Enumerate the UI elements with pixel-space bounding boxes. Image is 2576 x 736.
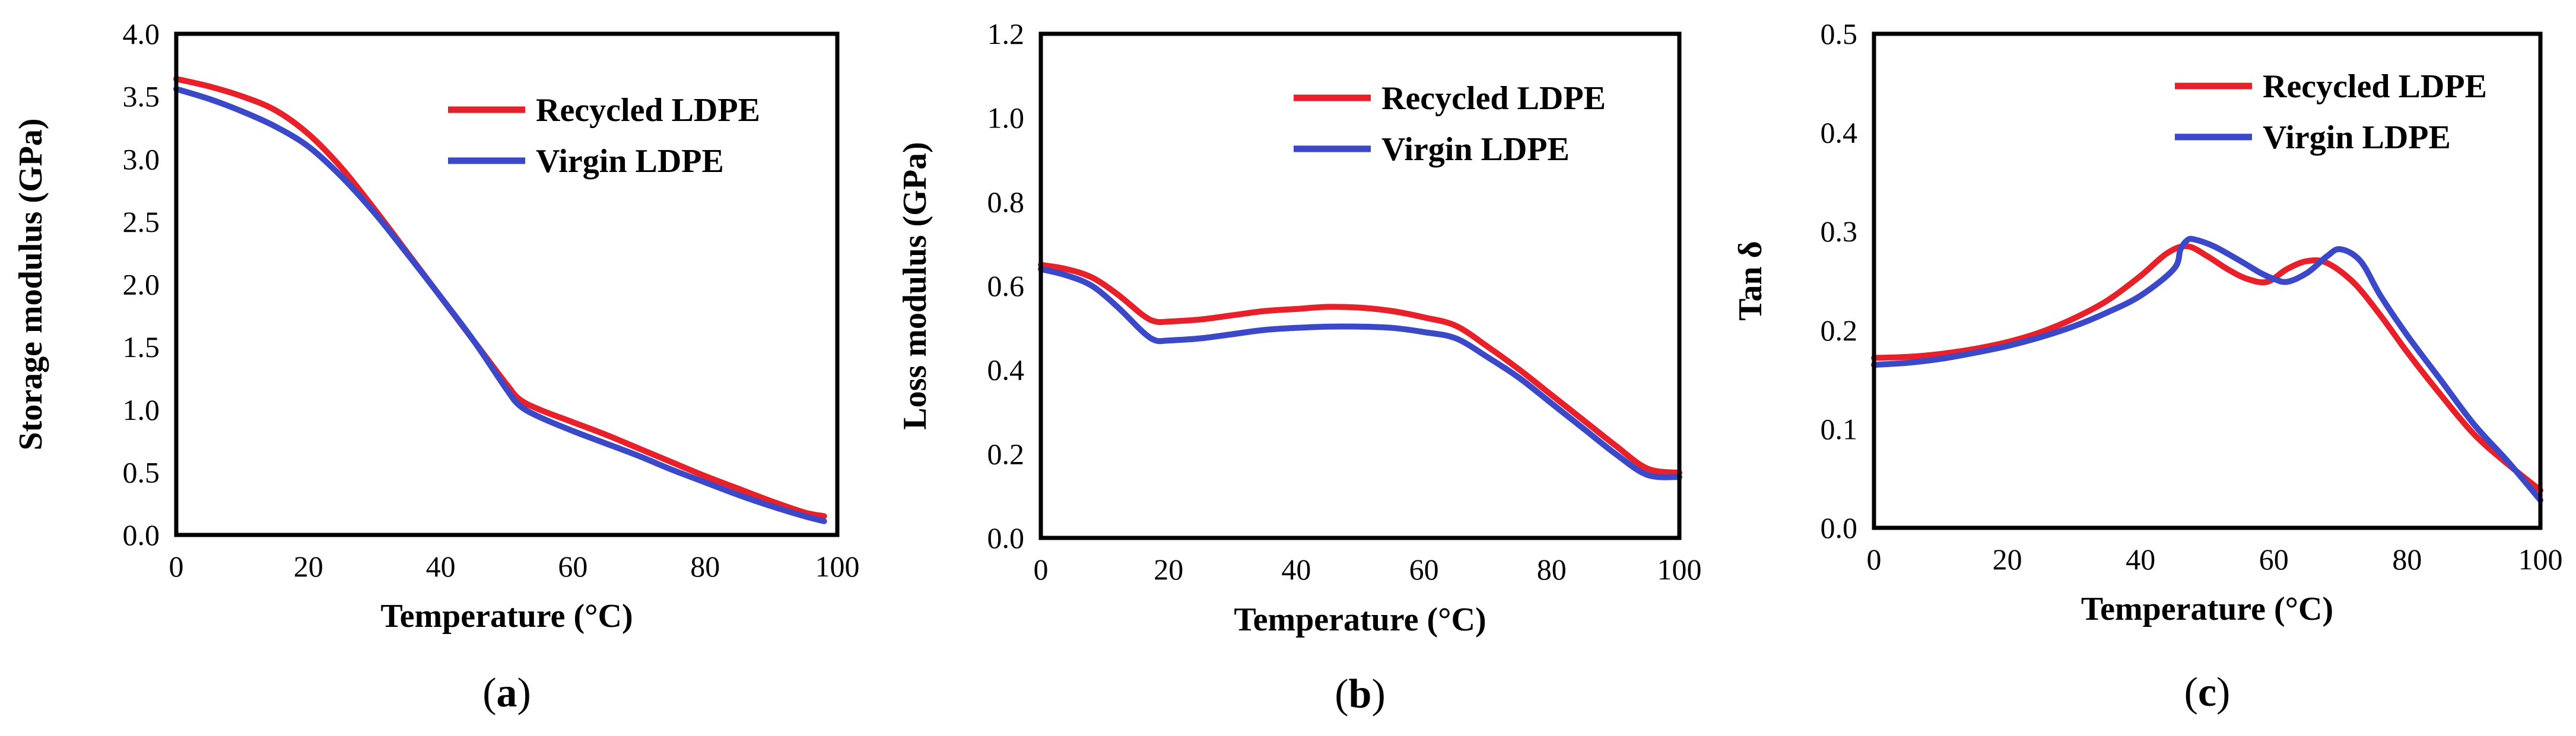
y-tick-label: 1.0: [987, 101, 1025, 135]
y-tick-label: 1.0: [123, 393, 160, 426]
y-tick-label: 2.0: [123, 268, 160, 301]
panel-letter: a: [497, 670, 517, 716]
y-tick-label: 0.1: [1821, 412, 1858, 445]
x-tick-labels: 0 20 40 60 80 100: [169, 550, 860, 583]
legend-label-recycled: Recycled LDPE: [1381, 80, 1606, 117]
x-tick-label: 40: [1281, 553, 1311, 586]
x-axis-label: Temperature (°C): [380, 598, 633, 635]
series-line-virgin-ldpe: [1871, 235, 2543, 504]
series-line-recycled-ldpe: [173, 76, 827, 520]
x-tick-label: 60: [2259, 543, 2289, 576]
panel-label: (c): [2184, 670, 2231, 715]
x-tick-label: 40: [2126, 543, 2155, 576]
y-tick-label: 0.0: [1821, 511, 1858, 544]
x-tick-label: 20: [1154, 553, 1183, 586]
legend-label-virgin: Virgin LDPE: [536, 143, 724, 180]
legend-label-recycled: Recycled LDPE: [536, 92, 760, 129]
plot-frame: [174, 31, 840, 537]
x-tick-label: 60: [1409, 553, 1439, 586]
x-tick-label: 100: [815, 550, 860, 583]
y-tick-label: 0.3: [1821, 215, 1858, 248]
x-tick-label: 100: [2518, 543, 2563, 576]
y-tick-label: 0.0: [987, 521, 1025, 555]
series-lines: [1871, 235, 2543, 504]
y-axis-label: Storage modulus (GPa): [12, 119, 49, 451]
y-axis-label: Loss modulus (GPa): [897, 142, 933, 429]
y-tick-label: 1.5: [123, 330, 160, 364]
y-tick-label: 0.5: [123, 455, 160, 489]
x-axis-label: Temperature (°C): [1234, 601, 1486, 638]
x-tick-label: 100: [1657, 553, 1702, 586]
series-line-recycled-ldpe: [1038, 262, 1682, 476]
chart-loss-modulus: 0.0 0.2 0.4 0.6 0.8 1.0 1.2 0 20 40 60 80 100 Recyc…: [897, 17, 1702, 717]
panel-letter: b: [1349, 671, 1372, 717]
x-tick-label: 0: [169, 550, 184, 583]
y-tick-label: 3.0: [123, 142, 160, 176]
y-tick-label: 0.6: [987, 269, 1025, 302]
y-tick-label: 4.0: [123, 17, 160, 50]
y-tick-label: 0.2: [987, 437, 1025, 470]
y-tick-label: 3.5: [123, 80, 160, 113]
panel-letter: c: [2198, 670, 2216, 715]
legend: Recycled LDPE Virgin LDPE: [448, 92, 760, 180]
x-tick-label: 40: [426, 550, 456, 583]
plot-frame: [1038, 31, 1682, 540]
x-tick-label: 60: [558, 550, 587, 583]
y-tick-label: 0.5: [1821, 17, 1858, 50]
y-tick-label: 0.8: [987, 185, 1025, 218]
y-tick-labels: 0.0 0.5 1.0 1.5 2.0 2.5 3.0 3.5 4.0: [123, 17, 160, 552]
y-tick-label: 0.2: [1821, 314, 1858, 347]
panel-label: (b): [1335, 671, 1386, 717]
x-tick-label: 80: [2392, 543, 2422, 576]
series-lines: [1038, 262, 1682, 480]
chart-storage-modulus: 0.0 0.5 1.0 1.5 2.0 2.5 3.0 3.5 4.0 0 20 40 60 80 100…: [12, 17, 860, 716]
y-tick-labels: 0.0 0.1 0.2 0.3 0.4 0.5: [1821, 17, 1858, 544]
x-tick-label: 80: [690, 550, 720, 583]
x-tick-labels: 0 20 40 60 80 100: [1034, 553, 1702, 586]
series-line-virgin-ldpe: [173, 86, 827, 524]
plot-frame: [1872, 31, 2543, 530]
legend-label-virgin: Virgin LDPE: [2263, 119, 2451, 156]
series-line-virgin-ldpe: [1038, 266, 1682, 480]
panel-label: (a): [482, 670, 531, 716]
series-lines: [173, 76, 827, 524]
x-tick-label: 0: [1034, 553, 1049, 586]
series-line-recycled-ldpe: [1871, 243, 2543, 493]
x-tick-label: 20: [294, 550, 323, 583]
y-tick-label: 1.2: [987, 17, 1025, 50]
x-axis-label: Temperature (°C): [2081, 591, 2333, 627]
chart-tan-delta: 0.0 0.1 0.2 0.3 0.4 0.5 0 20 40 60 80 100 Recycled…: [1732, 17, 2563, 715]
x-tick-label: 80: [1537, 553, 1567, 586]
y-tick-labels: 0.0 0.2 0.4 0.6 0.8 1.0 1.2: [987, 17, 1025, 555]
legend: Recycled LDPE Virgin LDPE: [1294, 80, 1606, 168]
y-tick-label: 0.4: [1821, 116, 1858, 149]
y-axis-label: Tan δ: [1732, 241, 1769, 320]
y-tick-label: 0.0: [123, 518, 160, 552]
x-tick-label: 20: [1993, 543, 2022, 576]
legend-label-virgin: Virgin LDPE: [1381, 131, 1570, 168]
x-tick-labels: 0 20 40 60 80 100: [1867, 543, 2563, 576]
legend: Recycled LDPE Virgin LDPE: [2175, 68, 2487, 156]
y-tick-label: 0.4: [987, 353, 1025, 387]
y-tick-label: 2.5: [123, 205, 160, 238]
x-tick-label: 0: [1867, 543, 1882, 576]
legend-label-recycled: Recycled LDPE: [2263, 68, 2487, 105]
